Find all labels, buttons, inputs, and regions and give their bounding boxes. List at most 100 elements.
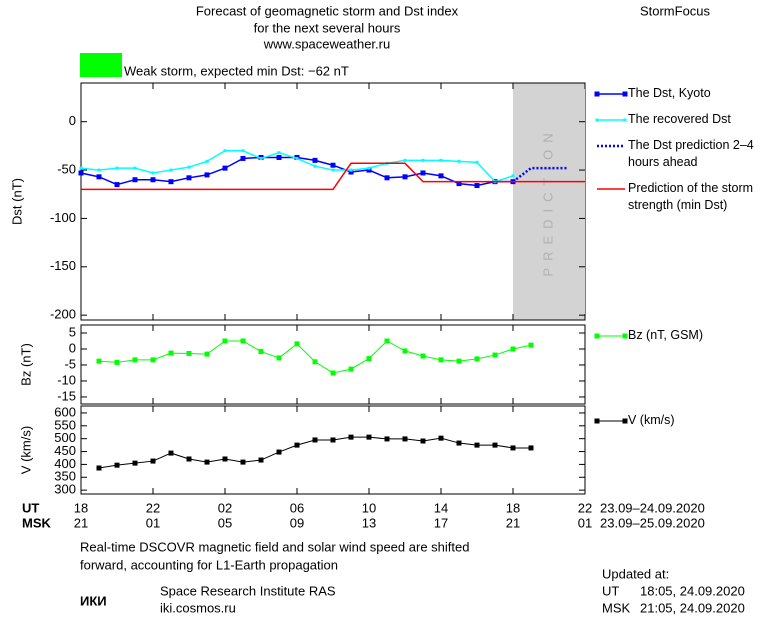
legend-label: The recovered Dst <box>628 112 731 126</box>
ut-tick-label: 14 <box>434 500 448 515</box>
marker <box>492 352 498 358</box>
marker <box>622 333 628 339</box>
msk-tick-label: 21 <box>506 515 520 530</box>
marker <box>438 435 444 441</box>
marker <box>96 465 102 471</box>
y-tick-label: -200 <box>50 307 76 322</box>
ut-label: UT <box>22 500 39 515</box>
marker <box>222 165 228 171</box>
marker <box>384 338 390 344</box>
y-tick-label: -150 <box>50 258 76 273</box>
y-tick-label: 550 <box>54 417 76 432</box>
status-indicator <box>80 53 122 77</box>
plot-frame <box>80 405 586 495</box>
marker <box>420 170 426 176</box>
marker <box>402 174 408 180</box>
legend-label: Bz (nT, GSM) <box>628 328 704 342</box>
marker <box>367 166 371 170</box>
marker <box>258 457 264 463</box>
marker <box>168 450 174 456</box>
marker <box>114 182 120 188</box>
marker <box>132 460 138 466</box>
msk-label: MSK <box>22 515 52 530</box>
marker <box>277 151 281 155</box>
marker <box>204 459 210 465</box>
note-line: forward, accounting for L1-Earth propaga… <box>80 557 338 572</box>
marker <box>366 167 372 173</box>
marker <box>150 458 156 464</box>
msk-tick-label: 01 <box>578 515 592 530</box>
marker <box>187 165 191 169</box>
marker <box>474 442 480 448</box>
msk-tick-label: 17 <box>434 515 448 530</box>
msk-tick-label: 05 <box>218 515 232 530</box>
marker <box>204 351 210 357</box>
marker <box>114 359 120 365</box>
marker <box>510 346 516 352</box>
legend-marker <box>594 418 600 424</box>
marker <box>366 434 372 440</box>
marker <box>96 174 102 180</box>
marker <box>475 160 479 164</box>
brand: StormFocus <box>640 3 711 18</box>
msk-tick-label: 13 <box>362 515 376 530</box>
y-tick-label: -5 <box>64 356 76 371</box>
marker <box>330 162 336 168</box>
marker <box>312 157 318 163</box>
marker <box>150 357 156 363</box>
marker <box>330 370 336 376</box>
marker <box>259 156 263 160</box>
y-tick-label: 5 <box>69 324 76 339</box>
updated-zone: UT <box>602 583 619 598</box>
marker <box>222 456 228 462</box>
marker <box>276 449 282 455</box>
marker <box>421 158 425 162</box>
plot-frame <box>80 324 586 405</box>
marker <box>403 158 407 162</box>
legend-label: The Dst prediction 2–4 hours ahead <box>628 138 754 169</box>
marker <box>366 356 372 362</box>
marker <box>384 175 390 181</box>
ut-tick-label: 10 <box>362 500 376 515</box>
updated-time: 18:05, 24.09.2020 <box>640 583 745 598</box>
marker <box>240 459 246 465</box>
marker <box>348 434 354 440</box>
marker <box>132 357 138 363</box>
marker <box>169 168 173 172</box>
marker <box>186 456 192 462</box>
marker <box>511 174 515 178</box>
msk-tick-label: 01 <box>146 515 160 530</box>
marker <box>402 436 408 442</box>
marker <box>456 181 462 187</box>
msk-tick-label: 21 <box>74 515 88 530</box>
marker <box>420 438 426 444</box>
marker <box>510 445 516 451</box>
marker <box>97 168 101 172</box>
marker <box>474 356 480 362</box>
marker <box>623 118 627 122</box>
status-text: Weak storm, expected min Dst: −62 nT <box>124 63 349 78</box>
y-axis-label: V (km/s) <box>18 426 33 474</box>
marker <box>528 445 534 451</box>
ut-tick-label: 06 <box>290 500 304 515</box>
y-tick-label: -50 <box>57 161 76 176</box>
marker <box>402 348 408 354</box>
ut-range: 23.09–24.09.2020 <box>600 500 705 515</box>
marker <box>132 177 138 183</box>
y-tick-label: -15 <box>57 388 76 403</box>
site: iki.cosmos.ru <box>160 600 236 615</box>
marker <box>186 350 192 356</box>
marker <box>294 442 300 448</box>
y-axis-label: Bz (nT) <box>18 343 33 386</box>
marker <box>222 338 228 344</box>
marker <box>258 349 264 355</box>
title-line: for the next several hours <box>254 20 401 35</box>
ut-tick-label: 18 <box>506 500 520 515</box>
marker <box>151 171 155 175</box>
y-tick-label: 600 <box>54 404 76 419</box>
prediction-label: PREDICTION <box>540 126 555 276</box>
msk-tick-label: 09 <box>290 515 304 530</box>
marker <box>294 341 300 347</box>
ut-tick-label: 22 <box>146 500 160 515</box>
